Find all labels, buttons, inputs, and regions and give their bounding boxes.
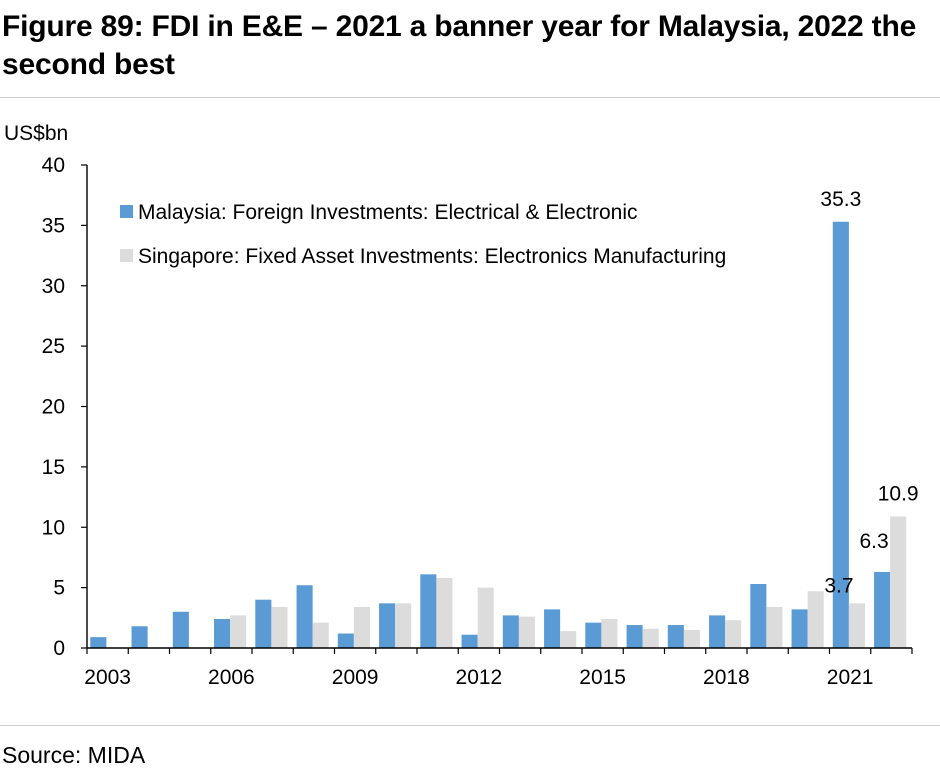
- data-label-2021: 3.7: [824, 574, 853, 597]
- x-tick-label: 2006: [208, 666, 255, 689]
- singapore-bar-2011: [436, 577, 453, 648]
- malaysia-bar-2008: [296, 585, 313, 648]
- malaysia-bar-2011: [420, 574, 437, 648]
- malaysia-bar-2013: [502, 615, 519, 648]
- singapore-bar-2009: [353, 606, 370, 648]
- malaysia-bar-2018: [709, 615, 726, 648]
- x-tick-label: 2009: [332, 666, 379, 689]
- singapore-bar-2014: [560, 631, 577, 648]
- singapore-bar-2019: [766, 606, 783, 648]
- malaysia-bar-2006: [214, 619, 231, 648]
- malaysia-bar-2021: [832, 221, 849, 648]
- y-tick-label: 40: [42, 154, 65, 177]
- malaysia-bar-2009: [337, 633, 354, 648]
- data-label-2022: 10.9: [878, 482, 919, 505]
- malaysia-bar-2012: [461, 634, 478, 648]
- y-tick-label: 30: [42, 275, 65, 298]
- singapore-bar-2008: [312, 622, 329, 648]
- malaysia-bar-2010: [379, 603, 396, 648]
- malaysia-bar-2004: [131, 626, 148, 648]
- singapore-bar-2021: [848, 603, 865, 648]
- x-tick-label: 2003: [84, 666, 131, 689]
- malaysia-bar-2017: [667, 625, 684, 648]
- singapore-bar-2018: [725, 620, 742, 648]
- y-tick-label: 25: [42, 335, 65, 358]
- y-tick-label: 20: [42, 396, 65, 419]
- x-tick-label: 2018: [703, 666, 750, 689]
- singapore-bar-2016: [642, 628, 659, 648]
- singapore-bar-2013: [518, 616, 535, 648]
- x-tick-label: 2021: [827, 666, 874, 689]
- x-tick-label: 2012: [456, 666, 503, 689]
- y-tick-label: 5: [53, 577, 65, 600]
- source-note: Source: MIDA: [2, 742, 146, 768]
- legend-label-0: Malaysia: Foreign Investments: Electrica…: [138, 201, 638, 224]
- singapore-bar-2022: [890, 516, 907, 648]
- singapore-bar-2020: [807, 591, 824, 648]
- singapore-bar-2010: [395, 603, 412, 648]
- malaysia-bar-2019: [750, 584, 767, 648]
- top-divider: [0, 97, 940, 98]
- y-tick-label: 35: [42, 214, 65, 237]
- singapore-bar-2012: [477, 587, 494, 648]
- legend-swatch-0: [120, 205, 133, 218]
- singapore-bar-2017: [683, 629, 700, 648]
- y-tick-label: 10: [42, 516, 65, 539]
- data-label-2021: 35.3: [820, 188, 861, 211]
- x-tick-label: 2015: [579, 666, 626, 689]
- singapore-bar-2007: [271, 606, 288, 648]
- y-tick-label: 15: [42, 456, 65, 479]
- malaysia-bar-2014: [544, 609, 561, 648]
- singapore-bar-2015: [601, 619, 618, 648]
- malaysia-bar-2022: [874, 571, 891, 648]
- bar-chart: US$bn 0 5 10 15 20 25 30 35 40 2003 2006 2009 2012 201…: [4, 122, 919, 689]
- malaysia-bar-2016: [626, 625, 643, 648]
- malaysia-bar-2003: [90, 637, 107, 648]
- singapore-bar-2006: [230, 615, 247, 648]
- legend-swatch-1: [120, 249, 133, 262]
- legend-label-1: Singapore: Fixed Asset Investments: Elec…: [138, 245, 726, 268]
- y-axis-unit-label: US$bn: [4, 122, 68, 145]
- data-label-2022: 6.3: [859, 530, 888, 553]
- malaysia-bar-2020: [791, 609, 808, 648]
- malaysia-bar-2007: [255, 599, 272, 648]
- malaysia-bar-2015: [585, 622, 602, 648]
- bottom-divider: [0, 725, 940, 726]
- malaysia-bar-2005: [172, 611, 189, 648]
- chart-title: Figure 89: FDI in E&E – 2021 a banner ye…: [2, 10, 917, 81]
- y-tick-label: 0: [53, 637, 65, 660]
